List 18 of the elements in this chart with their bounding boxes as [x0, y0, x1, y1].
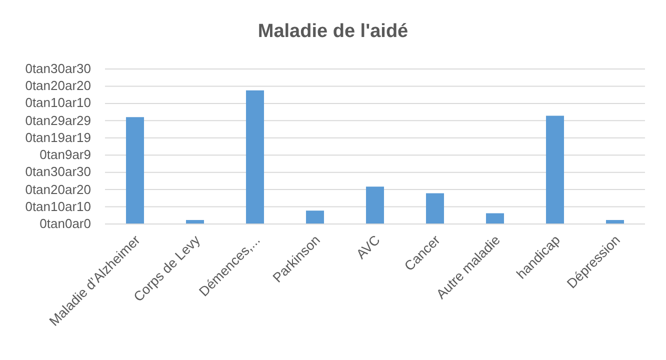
- text: 0tan10ar10: [25, 95, 91, 112]
- bar: [126, 117, 144, 224]
- text: 0tan20ar20: [25, 78, 91, 94]
- bar: [486, 213, 504, 224]
- text: 0tan19ar19: [25, 130, 91, 146]
- bar: [246, 90, 264, 224]
- bar: [426, 193, 444, 224]
- text: 0tan9ar9: [40, 147, 91, 164]
- text: 0tan10ar10: [25, 198, 91, 215]
- text: 0tan0ar0: [40, 216, 91, 232]
- chart-title: Maladie de l'aidé: [256, 21, 410, 43]
- text: 0tan30ar30: [25, 61, 91, 77]
- text: 0tan20ar20: [25, 182, 91, 198]
- text: 0tan29ar29: [25, 112, 91, 129]
- bar: [546, 116, 564, 224]
- bar: [366, 186, 384, 224]
- bar: [306, 210, 324, 224]
- text: 0tan30ar30: [25, 164, 91, 180]
